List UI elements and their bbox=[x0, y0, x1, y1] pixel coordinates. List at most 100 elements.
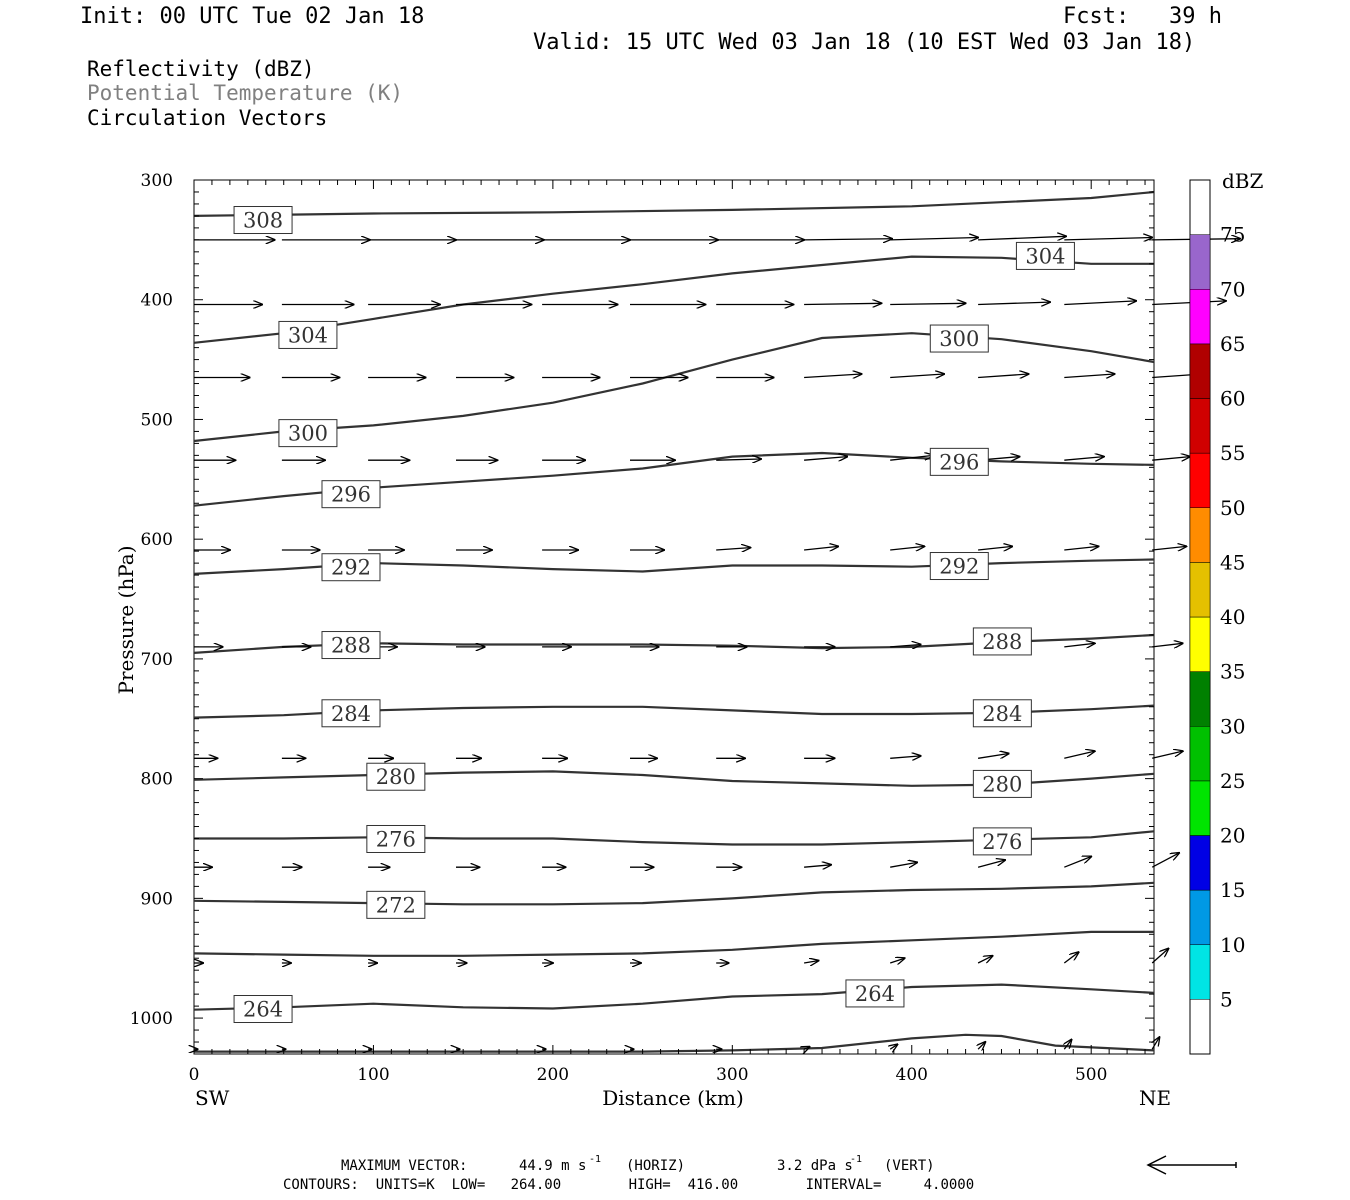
circulation-vector bbox=[716, 548, 750, 550]
circulation-vector bbox=[804, 1047, 809, 1049]
colorbar-bin bbox=[1189, 343, 1211, 399]
isentrope-272 bbox=[193, 881, 1155, 906]
isentrope-label-box bbox=[1015, 241, 1075, 270]
isentrope-label-280: 280 bbox=[982, 772, 1022, 796]
circulation-vector bbox=[804, 865, 831, 867]
y-tick-label: 700 bbox=[141, 650, 173, 670]
isentrope-label-288: 288 bbox=[982, 630, 1022, 654]
max-horiz-value: 44.9 m s bbox=[519, 1158, 587, 1174]
colorbar-tick-label: 70 bbox=[1220, 277, 1245, 301]
circulation-vector bbox=[1151, 853, 1179, 868]
forecast-hour: Fcst: 39 h bbox=[1063, 4, 1222, 29]
isentrope-label-box bbox=[321, 480, 381, 509]
colorbar-bin bbox=[1189, 780, 1211, 836]
circulation-vector bbox=[1064, 301, 1136, 305]
field-circulation-vectors: Circulation Vectors bbox=[87, 106, 328, 130]
isentrope-label-box bbox=[972, 769, 1032, 798]
colorbar-tick-label: 40 bbox=[1220, 605, 1245, 629]
x-tick-label: 300 bbox=[716, 1065, 748, 1085]
y-tick-label: 400 bbox=[141, 291, 173, 311]
isentrope-label-box bbox=[366, 890, 426, 919]
isentrope-label-276: 276 bbox=[376, 827, 416, 851]
isentrope-label-box bbox=[929, 447, 989, 476]
x-tick-label: 400 bbox=[896, 1065, 928, 1085]
isentrope-label-272: 272 bbox=[376, 893, 416, 917]
colorbar-bin bbox=[1189, 289, 1211, 345]
isentrope-label-288: 288 bbox=[331, 634, 371, 658]
isentrope-label-box bbox=[278, 419, 338, 448]
circulation-vector bbox=[1064, 374, 1114, 378]
colorbar-bin bbox=[1189, 507, 1211, 563]
isentrope-label-box bbox=[845, 979, 905, 1008]
isentrope-label-308: 308 bbox=[243, 209, 283, 233]
circulation-vector bbox=[890, 374, 944, 378]
isentrope-label-box bbox=[972, 699, 1032, 728]
circulation-vector bbox=[1064, 238, 1152, 240]
circulation-vector bbox=[978, 546, 1012, 550]
isentrope-label-box bbox=[929, 552, 989, 581]
isentrope-268 bbox=[193, 930, 1154, 957]
circulation-vector bbox=[890, 862, 917, 867]
isentrope-label-280: 280 bbox=[376, 765, 416, 789]
colorbar-bin bbox=[1189, 944, 1211, 1000]
colorbar-tick-label: 55 bbox=[1220, 441, 1245, 465]
circulation-vector bbox=[1152, 1037, 1159, 1050]
colorbar-tick-label: 15 bbox=[1220, 878, 1245, 902]
isentrope-label-300: 300 bbox=[939, 327, 979, 351]
isentrope-label-264: 264 bbox=[243, 998, 283, 1022]
max-vert-tag: (VERT) bbox=[884, 1158, 935, 1174]
circulation-vector bbox=[803, 961, 818, 963]
circulation-vector bbox=[1151, 949, 1168, 964]
colorbar-unit: dBZ bbox=[1222, 169, 1264, 193]
circulation-vector bbox=[804, 546, 838, 550]
colorbar-bin bbox=[1189, 671, 1211, 727]
colorbar-tick-label: 75 bbox=[1220, 223, 1245, 247]
isentrope-304 bbox=[193, 255, 1154, 344]
circulation-vector bbox=[1064, 457, 1104, 461]
isentrope-label-296: 296 bbox=[331, 483, 371, 507]
circulation-vector bbox=[889, 958, 904, 963]
plot-frame bbox=[193, 179, 1155, 1055]
circulation-vector bbox=[890, 645, 921, 647]
y-tick-label: 900 bbox=[141, 889, 173, 909]
isentrope-label-276: 276 bbox=[982, 830, 1022, 854]
max-horiz-exp: -1 bbox=[589, 1154, 602, 1165]
circulation-vector bbox=[978, 302, 1050, 304]
circulation-vector bbox=[1063, 952, 1078, 964]
isentrope-label-284: 284 bbox=[982, 702, 1022, 726]
field-potential-temperature: Potential Temperature (K) bbox=[87, 81, 404, 105]
isentrope-308 bbox=[193, 190, 1155, 217]
isentrope-label-box bbox=[233, 206, 293, 235]
circulation-vector bbox=[1152, 751, 1183, 759]
circulation-vector bbox=[1152, 546, 1186, 550]
isentrope-label-292: 292 bbox=[331, 556, 371, 580]
x-tick-label: 100 bbox=[357, 1065, 389, 1085]
y-tick-label: 800 bbox=[141, 770, 173, 790]
circulation-vector bbox=[1064, 546, 1098, 550]
circulation-vector bbox=[1064, 1040, 1071, 1050]
valid-time: Valid: 15 UTC Wed 03 Jan 18 (10 EST Wed … bbox=[533, 30, 1196, 55]
circulation-vector bbox=[978, 1042, 985, 1049]
isentrope-label-box bbox=[321, 631, 381, 660]
colorbar-tick-label: 50 bbox=[1220, 496, 1245, 520]
colorbar-tick-label: 5 bbox=[1220, 987, 1233, 1011]
circulation-vector bbox=[1064, 751, 1095, 759]
circulation-vector bbox=[1152, 643, 1183, 647]
isentrope-label-box bbox=[278, 320, 338, 349]
isentrope-label-264: 264 bbox=[855, 982, 895, 1006]
field-reflectivity: Reflectivity (dBZ) bbox=[87, 57, 315, 81]
circulation-vector bbox=[978, 374, 1028, 378]
x-tick-label: 0 bbox=[189, 1065, 200, 1085]
max-horiz-tag: (HORIZ) bbox=[626, 1158, 686, 1174]
circulation-vector bbox=[890, 546, 924, 550]
circulation-vector bbox=[977, 754, 1009, 759]
y-tick-label: 500 bbox=[141, 410, 173, 430]
x-right-end-label: NE bbox=[1139, 1086, 1171, 1110]
x-tick-label: 200 bbox=[537, 1065, 569, 1085]
isentrope-label-box bbox=[321, 699, 381, 728]
circulation-vector bbox=[890, 303, 965, 304]
colorbar-tick-label: 25 bbox=[1220, 769, 1245, 793]
x-axis-label: Distance (km) bbox=[602, 1086, 744, 1110]
circulation-vector bbox=[716, 459, 761, 460]
circulation-vector bbox=[890, 455, 933, 461]
